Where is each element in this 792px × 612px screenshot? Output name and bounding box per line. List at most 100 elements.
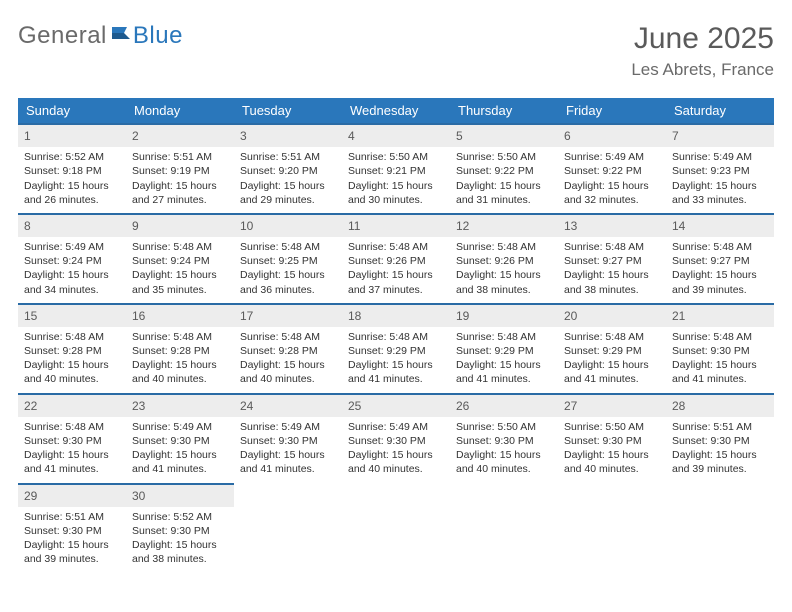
- sunrise-text: Sunrise: 5:50 AM: [564, 420, 660, 434]
- daylight-text-1: Daylight: 15 hours: [24, 358, 120, 372]
- daylight-text-2: and 40 minutes.: [132, 372, 228, 386]
- daylight-text-1: Daylight: 15 hours: [24, 538, 120, 552]
- empty-cell: [558, 484, 666, 573]
- day-cell: 29Sunrise: 5:51 AMSunset: 9:30 PMDayligh…: [18, 484, 126, 573]
- sunset-text: Sunset: 9:29 PM: [348, 344, 444, 358]
- sunset-text: Sunset: 9:24 PM: [24, 254, 120, 268]
- daylight-text-1: Daylight: 15 hours: [240, 268, 336, 282]
- day-number: 6: [558, 125, 666, 147]
- day-number: 1: [18, 125, 126, 147]
- day-number: 8: [18, 215, 126, 237]
- daylight-text-2: and 41 minutes.: [348, 372, 444, 386]
- day-detail: Sunrise: 5:48 AMSunset: 9:29 PMDaylight:…: [562, 330, 662, 387]
- calendar-table: Sunday Monday Tuesday Wednesday Thursday…: [18, 98, 774, 572]
- sunrise-text: Sunrise: 5:49 AM: [672, 150, 768, 164]
- day-number: 21: [666, 305, 774, 327]
- day-cell: 30Sunrise: 5:52 AMSunset: 9:30 PMDayligh…: [126, 484, 234, 573]
- day-number: 10: [234, 215, 342, 237]
- sunset-text: Sunset: 9:30 PM: [24, 434, 120, 448]
- day-detail: Sunrise: 5:51 AMSunset: 9:20 PMDaylight:…: [238, 150, 338, 207]
- day-number: 12: [450, 215, 558, 237]
- day-detail: Sunrise: 5:51 AMSunset: 9:30 PMDaylight:…: [22, 510, 122, 567]
- sunset-text: Sunset: 9:30 PM: [564, 434, 660, 448]
- sunrise-text: Sunrise: 5:49 AM: [564, 150, 660, 164]
- daylight-text-1: Daylight: 15 hours: [24, 448, 120, 462]
- day-number: 3: [234, 125, 342, 147]
- daylight-text-1: Daylight: 15 hours: [456, 358, 552, 372]
- hdr-friday: Friday: [558, 98, 666, 124]
- day-number: 11: [342, 215, 450, 237]
- sunset-text: Sunset: 9:28 PM: [240, 344, 336, 358]
- daylight-text-1: Daylight: 15 hours: [672, 358, 768, 372]
- page-header: General Blue June 2025 Les Abrets, Franc…: [18, 22, 774, 80]
- logo-text-2: Blue: [133, 22, 183, 50]
- week-row: 1 Sunrise: 5:52 AMSunset: 9:18 PMDaylight…: [18, 124, 774, 214]
- sunrise-text: Sunrise: 5:48 AM: [564, 240, 660, 254]
- daylight-text-1: Daylight: 15 hours: [672, 268, 768, 282]
- sunrise-text: Sunrise: 5:49 AM: [24, 240, 120, 254]
- sunset-text: Sunset: 9:21 PM: [348, 164, 444, 178]
- day-detail: Sunrise: 5:48 AMSunset: 9:28 PMDaylight:…: [238, 330, 338, 387]
- sunset-text: Sunset: 9:20 PM: [240, 164, 336, 178]
- sunset-text: Sunset: 9:25 PM: [240, 254, 336, 268]
- day-detail: Sunrise: 5:49 AMSunset: 9:24 PMDaylight:…: [22, 240, 122, 297]
- day-detail: Sunrise: 5:49 AMSunset: 9:22 PMDaylight:…: [562, 150, 662, 207]
- day-number: 28: [666, 395, 774, 417]
- sunset-text: Sunset: 9:23 PM: [672, 164, 768, 178]
- daylight-text-2: and 31 minutes.: [456, 193, 552, 207]
- sunset-text: Sunset: 9:28 PM: [132, 344, 228, 358]
- daylight-text-2: and 30 minutes.: [348, 193, 444, 207]
- daylight-text-2: and 38 minutes.: [456, 283, 552, 297]
- day-cell: 7Sunrise: 5:49 AMSunset: 9:23 PMDaylight…: [666, 124, 774, 214]
- flag-icon: [111, 22, 131, 50]
- sunset-text: Sunset: 9:30 PM: [132, 434, 228, 448]
- daylight-text-2: and 27 minutes.: [132, 193, 228, 207]
- day-cell: 24Sunrise: 5:49 AMSunset: 9:30 PMDayligh…: [234, 394, 342, 484]
- sunset-text: Sunset: 9:30 PM: [672, 344, 768, 358]
- daylight-text-2: and 41 minutes.: [564, 372, 660, 386]
- day-cell: 18Sunrise: 5:48 AMSunset: 9:29 PMDayligh…: [342, 304, 450, 394]
- sunset-text: Sunset: 9:26 PM: [348, 254, 444, 268]
- daylight-text-1: Daylight: 15 hours: [564, 358, 660, 372]
- day-cell: 3 Sunrise: 5:51 AMSunset: 9:20 PMDaylight…: [234, 124, 342, 214]
- day-number: 9: [126, 215, 234, 237]
- day-number: 14: [666, 215, 774, 237]
- day-detail: Sunrise: 5:48 AMSunset: 9:24 PMDaylight:…: [130, 240, 230, 297]
- day-detail: Sunrise: 5:50 AMSunset: 9:22 PMDaylight:…: [454, 150, 554, 207]
- daylight-text-1: Daylight: 15 hours: [672, 179, 768, 193]
- daylight-text-1: Daylight: 15 hours: [564, 448, 660, 462]
- day-detail: Sunrise: 5:49 AMSunset: 9:30 PMDaylight:…: [238, 420, 338, 477]
- empty-cell: [342, 484, 450, 573]
- hdr-tuesday: Tuesday: [234, 98, 342, 124]
- day-number: 23: [126, 395, 234, 417]
- day-cell: 26Sunrise: 5:50 AMSunset: 9:30 PMDayligh…: [450, 394, 558, 484]
- hdr-wednesday: Wednesday: [342, 98, 450, 124]
- day-detail: Sunrise: 5:50 AMSunset: 9:30 PMDaylight:…: [454, 420, 554, 477]
- day-cell: 15Sunrise: 5:48 AMSunset: 9:28 PMDayligh…: [18, 304, 126, 394]
- daylight-text-2: and 39 minutes.: [672, 283, 768, 297]
- day-number: 22: [18, 395, 126, 417]
- daylight-text-1: Daylight: 15 hours: [24, 179, 120, 193]
- daylight-text-2: and 32 minutes.: [564, 193, 660, 207]
- daylight-text-1: Daylight: 15 hours: [348, 268, 444, 282]
- daylight-text-2: and 40 minutes.: [240, 372, 336, 386]
- day-detail: Sunrise: 5:49 AMSunset: 9:30 PMDaylight:…: [130, 420, 230, 477]
- day-cell: 5Sunrise: 5:50 AMSunset: 9:22 PMDaylight…: [450, 124, 558, 214]
- daylight-text-1: Daylight: 15 hours: [24, 268, 120, 282]
- sunrise-text: Sunrise: 5:51 AM: [240, 150, 336, 164]
- daylight-text-2: and 35 minutes.: [132, 283, 228, 297]
- daylight-text-2: and 26 minutes.: [24, 193, 120, 207]
- daylight-text-1: Daylight: 15 hours: [240, 179, 336, 193]
- daylight-text-2: and 34 minutes.: [24, 283, 120, 297]
- sunrise-text: Sunrise: 5:48 AM: [456, 330, 552, 344]
- day-cell: 6 Sunrise: 5:49 AMSunset: 9:22 PMDaylight…: [558, 124, 666, 214]
- daylight-text-2: and 38 minutes.: [132, 552, 228, 566]
- day-number: 30: [126, 485, 234, 507]
- day-cell: 12Sunrise: 5:48 AMSunset: 9:26 PMDayligh…: [450, 214, 558, 304]
- day-cell: 1 Sunrise: 5:52 AMSunset: 9:18 PMDaylight…: [18, 124, 126, 214]
- week-row: 29Sunrise: 5:51 AMSunset: 9:30 PMDayligh…: [18, 484, 774, 573]
- day-cell: 27Sunrise: 5:50 AMSunset: 9:30 PMDayligh…: [558, 394, 666, 484]
- day-detail: Sunrise: 5:52 AMSunset: 9:18 PMDaylight:…: [22, 150, 122, 207]
- day-number: 15: [18, 305, 126, 327]
- day-cell: 21Sunrise: 5:48 AMSunset: 9:30 PMDayligh…: [666, 304, 774, 394]
